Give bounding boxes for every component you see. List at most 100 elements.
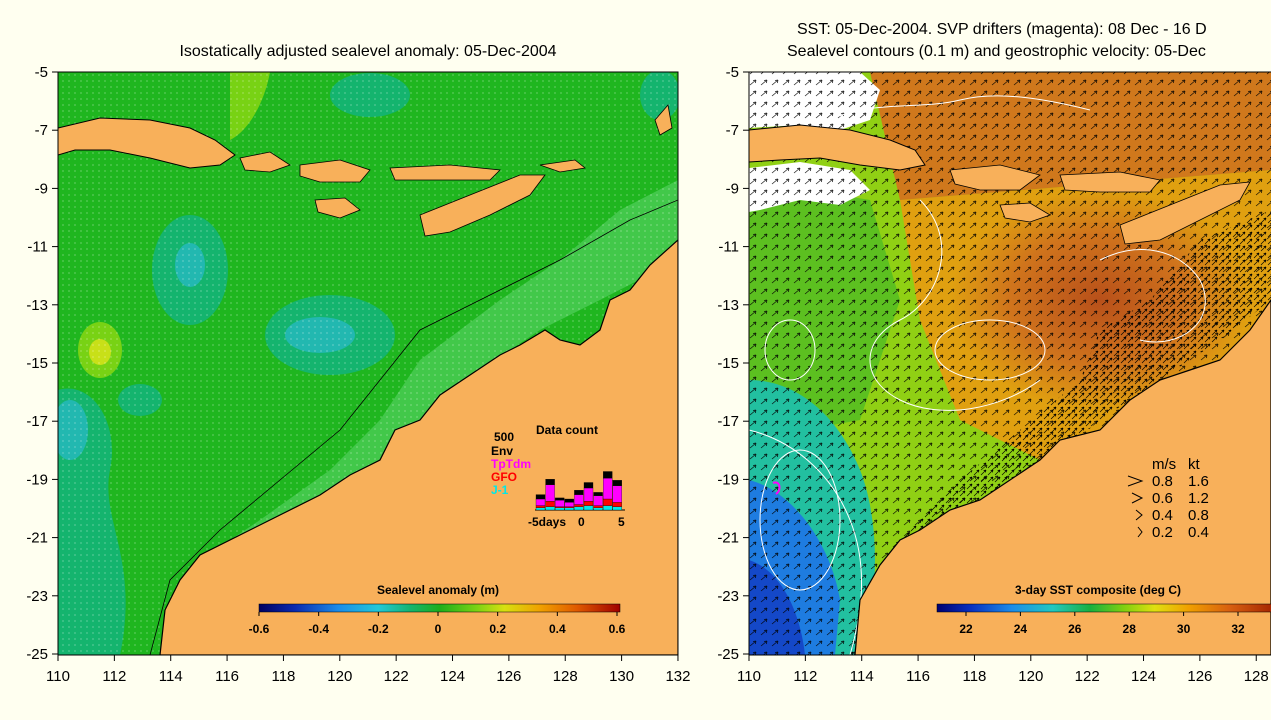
right-ytick-label: -19	[717, 471, 739, 488]
left-ytick-label: -11	[27, 239, 48, 256]
speed-legend: m/s kt 0.8 1.60.6 1.20.4 0.80.2 0.4	[1127, 456, 1209, 541]
speed-legend-kt-value: 1.2	[1188, 490, 1209, 507]
right-xtick-label: 122	[1075, 668, 1100, 685]
left-map-panel: Isostatically adjusted sealevel anomaly:…	[26, 43, 690, 685]
left-java-island	[58, 117, 236, 169]
data-count-bar-gfo	[535, 505, 546, 508]
data-count-bar-env	[564, 498, 574, 503]
right-ytick-label: -15	[717, 355, 739, 372]
right-map-area	[749, 72, 1271, 655]
right-sumba	[999, 202, 1051, 223]
data-count-bar-j1	[574, 506, 584, 511]
data-count-bar-gfo	[593, 505, 603, 508]
left-panel-title: Isostatically adjusted sealevel anomaly:…	[179, 43, 556, 60]
data-count-bar-tp	[564, 502, 574, 507]
data-count-bar-tp	[583, 487, 594, 502]
right-cb-tick-label: 26	[1068, 622, 1082, 636]
right-colorbar-title: 3-day SST composite (deg C)	[1015, 583, 1181, 597]
data-count-bar-gfo	[583, 501, 594, 506]
left-timor	[419, 174, 546, 237]
data-count-bar-tp	[545, 484, 555, 502]
data-count-bar-j1	[535, 507, 546, 511]
data-count-bar-tp	[603, 477, 613, 500]
data-count-bar-tp	[612, 485, 622, 503]
right-colorbar-ticks: 22 24 26 28 30 32	[959, 612, 1245, 636]
speed-legend-ms-value: 0.6	[1152, 490, 1173, 507]
left-xtick-label: 126	[496, 668, 521, 685]
right-panel-title-line2: Sealevel contours (0.1 m) and geostrophi…	[787, 43, 1206, 60]
left-xtick-label: 128	[553, 668, 578, 685]
right-svp-drifter-track	[772, 481, 781, 495]
data-count-bar-tp	[593, 495, 603, 506]
right-flores	[1059, 171, 1161, 193]
left-colorbar: Sealevel anomaly (m) -0.6 -0.4 -0.2 0 0.2 0.4…	[249, 583, 626, 636]
data-count-bar-env	[583, 482, 594, 489]
data-count-bar-tp	[574, 494, 584, 505]
left-ytick-label: -17	[26, 413, 48, 430]
right-cb-tick-label: 24	[1014, 622, 1028, 636]
data-count-legend-gfo: GFO	[491, 470, 517, 484]
data-count-bar-gfo	[545, 501, 555, 507]
speed-legend-header-kt: kt	[1188, 456, 1201, 473]
data-count-bar-j1	[555, 507, 565, 511]
left-cb-tick-label: 0.6	[609, 622, 626, 636]
data-count-legend-j1: J-1	[491, 483, 509, 497]
data-count-bar-j1	[564, 507, 574, 511]
left-ytick-label: -5	[35, 64, 48, 81]
right-cb-tick-label: 22	[959, 622, 973, 636]
left-xtick-label: 114	[159, 668, 183, 685]
right-xtick-label: 128	[1244, 668, 1269, 685]
data-count-bar-gfo	[564, 506, 574, 508]
right-ytick-label: -11	[718, 239, 739, 256]
data-count-bar-env	[535, 494, 546, 500]
right-ytick-label: -21	[717, 530, 739, 547]
left-bali-lombok	[239, 151, 291, 173]
data-count-bar-gfo	[603, 498, 613, 506]
speed-legend-ms-value: 0.2	[1152, 524, 1173, 541]
left-tanimbar	[654, 104, 673, 136]
right-ytick-label: -25	[717, 646, 739, 663]
left-cb-tick-label: 0.2	[489, 622, 506, 636]
data-count-title: Data count	[536, 423, 598, 437]
data-count-scale: 500	[494, 430, 514, 444]
data-count-bars	[535, 471, 622, 511]
right-xtick-label: 114	[850, 668, 874, 685]
data-count-bar-env	[574, 490, 584, 495]
data-count-bar-tp	[535, 498, 546, 506]
left-ytick-label: -25	[26, 646, 48, 663]
data-count-bar-env	[555, 497, 565, 501]
right-sumbawa	[949, 164, 1041, 191]
data-count-xlabel-start: -5days	[528, 515, 566, 529]
data-count-bar-j1	[603, 505, 613, 511]
right-y-axis: -5 -7 -9 -11 -13 -15 -17 -19 -21 -23 -25	[717, 64, 749, 663]
left-y-axis: -5 -7 -9 -11 -13 -15 -17 -19 -21 -23 -25	[26, 64, 58, 663]
speed-legend-kt-value: 0.4	[1188, 524, 1209, 541]
right-cb-tick-label: 28	[1123, 622, 1137, 636]
data-count-bar-j1	[545, 506, 555, 511]
data-count-bar-env	[545, 479, 555, 485]
left-xtick-label: 130	[609, 668, 634, 685]
left-xtick-label: 124	[440, 668, 465, 685]
left-cb-tick-label: -0.6	[249, 622, 270, 636]
speed-legend-arrow	[1137, 526, 1143, 538]
right-java-island	[749, 124, 926, 171]
right-ytick-label: -5	[726, 64, 739, 81]
speed-legend-header-ms: m/s	[1152, 456, 1176, 473]
data-count-bar-env	[612, 480, 622, 486]
left-ytick-label: -15	[26, 355, 48, 372]
data-count-bar-gfo	[574, 504, 584, 507]
speed-legend-arrow	[1135, 509, 1143, 521]
speed-legend-arrow	[1131, 492, 1144, 504]
right-x-axis: 110 112 114 116 118 120 122 124 126 128	[737, 655, 1269, 685]
right-ytick-label: -9	[726, 180, 739, 197]
data-count-bar-j1	[593, 507, 603, 511]
left-cb-tick-label: 0.4	[549, 622, 566, 636]
data-count-bar-j1	[612, 506, 622, 511]
right-xtick-label: 124	[1131, 668, 1156, 685]
right-ytick-label: -17	[717, 413, 739, 430]
left-ytick-label: -13	[26, 297, 48, 314]
right-sealevel-contours	[749, 95, 1206, 655]
right-xtick-label: 118	[962, 668, 986, 685]
right-timor	[1119, 181, 1251, 245]
